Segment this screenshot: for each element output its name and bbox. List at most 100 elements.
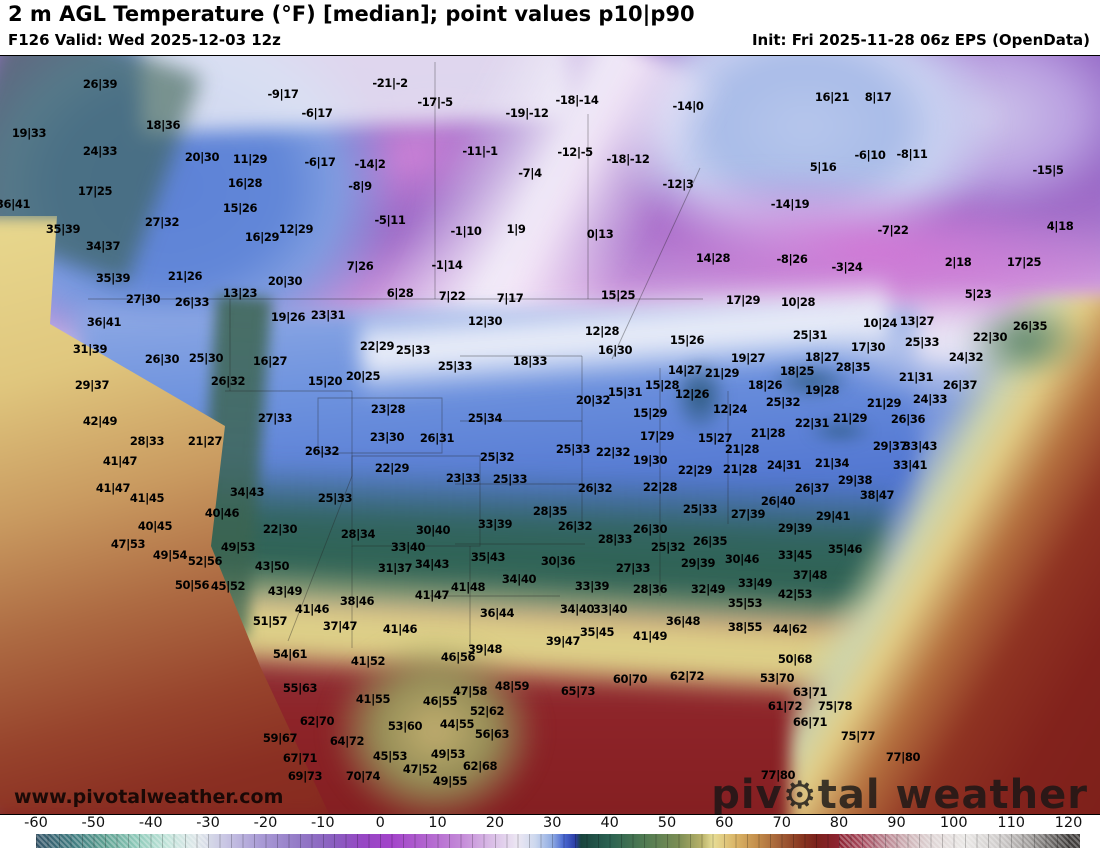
point-value: 21|28 [722, 462, 758, 476]
point-value: 28|34 [340, 527, 376, 541]
point-value: 35|39 [45, 222, 81, 236]
point-value: 26|33 [174, 295, 210, 309]
point-value: -5|11 [374, 213, 406, 227]
point-value: 28|36 [632, 582, 668, 596]
point-value: 26|40 [760, 494, 796, 508]
point-value: 13|23 [222, 286, 258, 300]
point-value: 26|32 [577, 481, 613, 495]
watermark: www.pivotalweather.com [14, 786, 284, 808]
colorbar-tick-label: 120 [1054, 815, 1083, 831]
point-value: 56|63 [474, 727, 510, 741]
point-value: 43|50 [254, 559, 290, 573]
point-value: 17|29 [639, 429, 675, 443]
point-value: 61|72 [767, 699, 803, 713]
point-value: 7|26 [346, 259, 374, 273]
colorbar-tick-label: 0 [375, 815, 385, 831]
colorbar-tick-label: 70 [772, 815, 791, 831]
point-value: 69|73 [287, 769, 323, 783]
point-value: 38|47 [859, 488, 895, 502]
init-time-label: Init: Fri 2025-11-28 06z EPS (OpenData) [751, 31, 1090, 49]
point-value: 34|40 [501, 572, 537, 586]
point-value: 17|30 [850, 340, 886, 354]
logo-text-pre: piv [711, 772, 783, 815]
colorbar-tick-label: 90 [887, 815, 906, 831]
point-value: 15|25 [600, 288, 636, 302]
point-value: 20|30 [267, 274, 303, 288]
point-value: 25|33 [682, 502, 718, 516]
point-value: 7|17 [496, 291, 524, 305]
colorbar-tick-label: 80 [829, 815, 849, 831]
point-value: 0|13 [586, 227, 614, 241]
point-value: 63|71 [792, 685, 828, 699]
point-value: 26|32 [210, 374, 246, 388]
point-value: 28|35 [835, 360, 871, 374]
point-value: 62|72 [669, 669, 705, 683]
point-value: 65|73 [560, 684, 596, 698]
point-value: 66|71 [792, 715, 828, 729]
point-value: 47|52 [402, 762, 438, 776]
point-value: -1|14 [431, 258, 463, 272]
point-value: 42|53 [777, 587, 813, 601]
logo-text-post: tal weather [817, 772, 1088, 815]
temperature-map: 26|39 -9|17 -21|-2 -17|-5 -19|-12 -18|-14 -14|… [0, 55, 1100, 815]
point-value: 16|29 [244, 230, 280, 244]
point-value: 41|47 [414, 588, 450, 602]
point-value: 25|32 [650, 540, 686, 554]
point-value: -14|0 [672, 99, 704, 113]
point-value: 6|28 [386, 286, 414, 300]
atlantic-gulf-stream [790, 296, 1100, 814]
gear-icon: ⚙ [782, 773, 818, 815]
point-value: 35|46 [827, 542, 863, 556]
point-value: -6|17 [301, 106, 333, 120]
point-value: 15|26 [222, 201, 258, 215]
point-value: 41|45 [129, 491, 165, 505]
point-value: -15|5 [1032, 163, 1064, 177]
point-value: 14|27 [667, 363, 703, 377]
point-value: 43|49 [267, 584, 303, 598]
point-value: 40|46 [204, 506, 240, 520]
point-value: 35|43 [470, 550, 506, 564]
valid-time-label: F126 Valid: Wed 2025-12-03 12z [8, 31, 281, 49]
point-value: 2|18 [944, 255, 972, 269]
point-value: 49|55 [432, 774, 468, 788]
point-value: 29|38 [837, 473, 873, 487]
point-value: 27|33 [257, 411, 293, 425]
point-value: 38|46 [339, 594, 375, 608]
point-value: 17|29 [725, 293, 761, 307]
point-value: 19|28 [804, 383, 840, 397]
point-value: 70|74 [345, 769, 381, 783]
point-value: 26|36 [890, 412, 926, 426]
point-value: 29|37 [74, 378, 110, 392]
point-value: 33|40 [390, 540, 426, 554]
point-value: 23|28 [370, 402, 406, 416]
point-value: 21|27 [187, 434, 223, 448]
point-value: 25|31 [792, 328, 828, 342]
header: 2 m AGL Temperature (°F) [median]; point… [0, 0, 1100, 55]
point-value: 23|31 [310, 308, 346, 322]
page-title: 2 m AGL Temperature (°F) [median]; point… [8, 2, 695, 26]
point-value: 44|55 [439, 717, 475, 731]
point-value: 47|53 [110, 537, 146, 551]
point-value: 21|31 [898, 370, 934, 384]
point-value: 26|35 [692, 534, 728, 548]
point-value: 30|40 [415, 523, 451, 537]
point-value: 15|31 [607, 385, 643, 399]
point-value: 22|31 [794, 416, 830, 430]
point-value: 41|49 [632, 629, 668, 643]
point-value: 49|53 [430, 747, 466, 761]
point-value: 19|27 [730, 351, 766, 365]
point-value: 22|28 [642, 480, 678, 494]
point-value: -9|17 [267, 87, 299, 101]
point-value: -7|4 [518, 166, 542, 180]
point-value: -8|9 [348, 179, 372, 193]
point-value: 19|30 [632, 453, 668, 467]
point-value: 22|29 [374, 461, 410, 475]
point-value: 8|17 [864, 90, 892, 104]
point-value: 12|24 [712, 402, 748, 416]
point-value: 25|33 [555, 442, 591, 456]
point-value: 27|39 [730, 507, 766, 521]
colorbar-hatch-hot [838, 834, 1080, 848]
colorbar-tick-label: 60 [715, 815, 734, 831]
point-value: 35|45 [579, 625, 615, 639]
